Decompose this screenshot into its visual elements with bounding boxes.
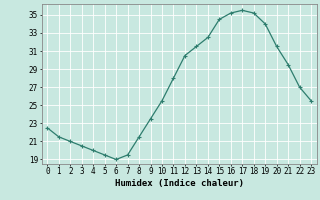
X-axis label: Humidex (Indice chaleur): Humidex (Indice chaleur): [115, 179, 244, 188]
